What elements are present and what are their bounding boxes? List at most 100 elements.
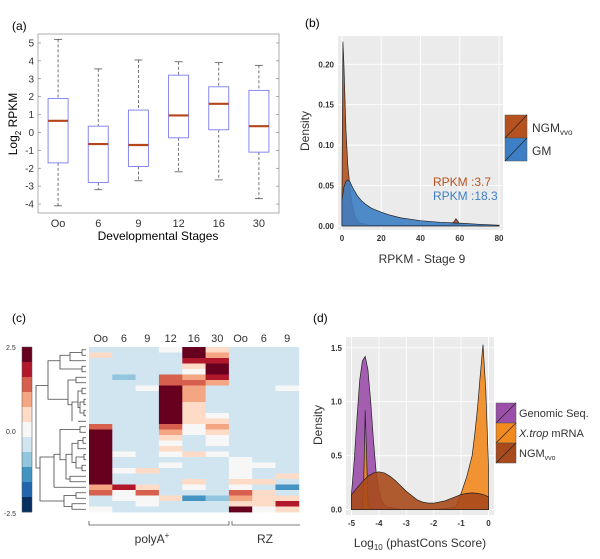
heatmap-cell (252, 429, 276, 436)
colorbar-label-mid: 0.0 (6, 429, 16, 436)
heatmap-cell (182, 490, 206, 496)
heatmap-cell (158, 391, 183, 397)
y-ticks-d: 0.0 0.5 1.0 1.5 (331, 344, 343, 515)
heatmap-cell (275, 446, 300, 452)
heatmap-cell (252, 418, 276, 425)
dendrogram-branch (69, 352, 86, 362)
heatmap-cell (89, 462, 113, 469)
dendrogram-branch (75, 456, 84, 469)
heatmap-cell (182, 506, 206, 513)
heatmap-cell (89, 484, 113, 491)
heatmap-cell (252, 380, 276, 386)
heatmap-cell (89, 402, 113, 408)
heatmap-cell (228, 429, 253, 436)
heatmap-cell (275, 424, 300, 430)
column-label: Oo (233, 333, 248, 345)
heatmap-cell (205, 424, 230, 430)
y-tick-label: -2 (25, 164, 34, 175)
dendrogram-branch (65, 453, 72, 480)
heatmap-cell (182, 407, 206, 414)
heatmap-cell (228, 479, 253, 485)
heatmap-cell (112, 380, 136, 386)
heatmap-cell (112, 495, 136, 502)
colorbar-swatch (22, 437, 32, 453)
heatmap-cell (205, 457, 230, 463)
heatmap-cell (158, 358, 183, 364)
heatmap-cell (89, 407, 113, 414)
dendrogram-branch (71, 401, 78, 422)
heatmap-cell (228, 473, 253, 480)
x-tick-label: Oo (51, 218, 66, 230)
heatmap-cell (205, 506, 230, 513)
heatmap-cell (228, 402, 253, 408)
y-tick-label: 0.0 (331, 506, 343, 515)
heatmap-cell (135, 363, 160, 370)
legend-label-genomic: Genomic Seq. (519, 408, 589, 420)
dendrogram-branch (59, 429, 80, 461)
heatmap-cell (112, 451, 136, 458)
x-tick-label: -3 (403, 519, 411, 528)
y-axis-label-a: Log2 RPKM (6, 93, 23, 156)
heatmap-cell (252, 369, 276, 375)
dendrogram-branch (59, 354, 82, 370)
y-tick-label: 0.10 (318, 141, 334, 150)
dendrogram-branch (83, 453, 86, 461)
heatmap-cell (275, 396, 300, 403)
heatmap-cell (275, 473, 300, 480)
dendrogram-branch (81, 387, 86, 395)
heatmap-cell (228, 451, 253, 458)
heatmap-cell (252, 435, 276, 441)
legend-label-ngm: NGMvvo (519, 448, 556, 462)
heatmap-cell (89, 358, 113, 364)
y-ticks-a: 5 4 3 2 1 0 -1 -2 -3 -4 (25, 38, 279, 211)
colorbar-border (21, 346, 33, 513)
heatmap-cell (205, 429, 230, 436)
heatmap-cell (252, 446, 276, 452)
heatmap-cell (89, 347, 113, 353)
heatmap-cell (89, 506, 113, 513)
heatmap-cell (112, 374, 136, 381)
heatmap-cell (205, 462, 230, 469)
dendrogram-branch (71, 503, 86, 510)
heatmap-cell (135, 369, 160, 375)
column-label: 16 (188, 333, 200, 345)
heatmap-cell (205, 385, 230, 392)
heatmap-cell (275, 429, 300, 436)
heatmap-cell (205, 501, 230, 507)
heatmap-cell (252, 374, 276, 381)
heatmap-cell (228, 418, 253, 425)
heatmap-cell (89, 429, 113, 436)
heatmap-cell (112, 347, 136, 353)
dendrogram-branch (82, 437, 86, 444)
heatmap-cell (158, 429, 183, 436)
dendrogram-branch (53, 453, 60, 488)
heatmap-cell (205, 369, 230, 375)
y-tick-label: 3 (28, 74, 34, 85)
heatmap-cell (275, 418, 300, 425)
panel-label-a: (a) (12, 19, 27, 33)
x-tick-label: -1 (458, 519, 466, 528)
y-tick-label: 0.00 (318, 222, 334, 231)
panel-label-c: (c) (12, 311, 26, 325)
heatmap-cell (112, 402, 136, 408)
colorbar-swatch (22, 452, 32, 468)
dendrogram-branch (39, 456, 64, 502)
heatmap-cell (205, 490, 230, 496)
panel-c-heatmap: 2.5 0.0 -2.5 Oo 6 9 12 16 30 Oo 6 9 polyA+ RZ (4, 333, 300, 546)
heatmap-cell (205, 396, 230, 403)
heatmap-cell (158, 440, 183, 447)
heatmap-cell (182, 369, 206, 375)
heatmap-cell (158, 347, 183, 353)
box (248, 89, 270, 153)
heatmap-cell (158, 457, 183, 463)
y-tick-label: 4 (28, 56, 34, 67)
heatmap-cell (275, 457, 300, 463)
heatmap-cell (182, 462, 206, 469)
boxes-a (47, 38, 270, 207)
dendrogram-branch (77, 440, 86, 450)
heatmap-cell (205, 435, 230, 441)
panel-label-b: (b) (305, 16, 320, 30)
heatmap-cell (112, 407, 136, 414)
heatmap-cell (135, 495, 160, 502)
heatmap-cell (158, 506, 183, 513)
